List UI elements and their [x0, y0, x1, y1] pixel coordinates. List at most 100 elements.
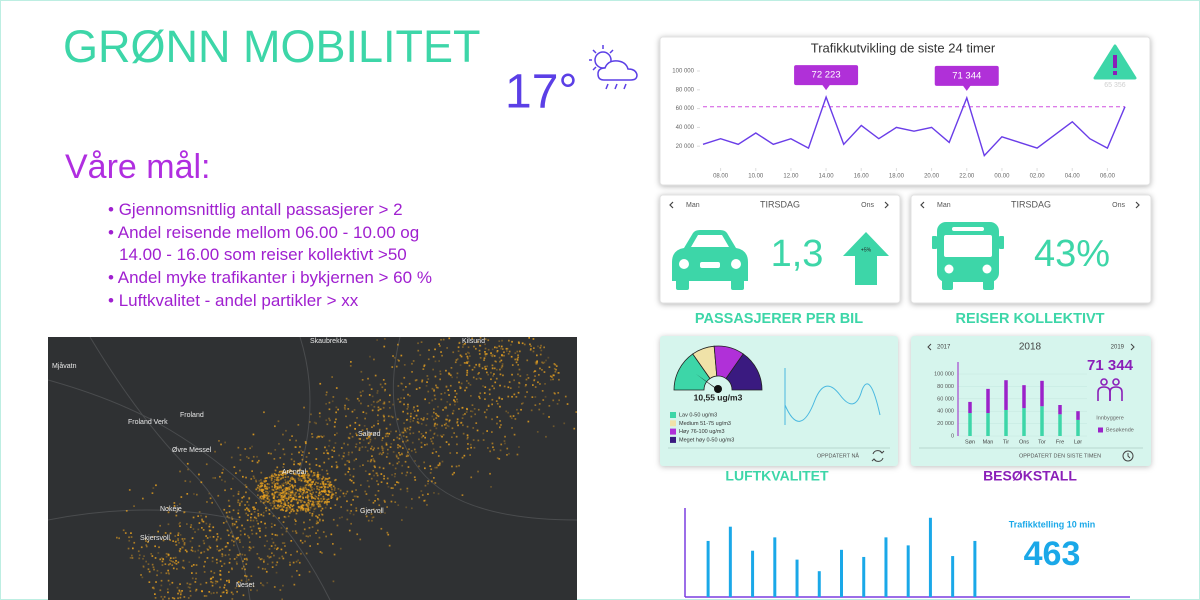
map-dot: [279, 589, 282, 591]
map-dot: [442, 434, 445, 436]
map-dot: [279, 492, 282, 494]
map-dot: [301, 493, 304, 496]
map-dot: [245, 486, 248, 488]
map-dot: [317, 502, 320, 505]
map-dot: [276, 504, 279, 506]
map-dot: [116, 536, 118, 539]
map-dot: [406, 490, 409, 493]
map-dot: [203, 550, 206, 553]
year: 2018: [1019, 342, 1042, 353]
map-dot: [454, 403, 456, 406]
map-dot: [416, 405, 419, 407]
map-dot: [342, 492, 345, 495]
map-dot: [280, 502, 283, 505]
map-dot: [249, 541, 251, 543]
map-dot: [216, 591, 218, 594]
map-dot: [470, 410, 472, 412]
map-dot: [179, 521, 181, 524]
map-dot: [189, 583, 192, 586]
map-dot: [387, 485, 390, 488]
map-dot: [200, 552, 202, 554]
map-dot: [526, 391, 528, 393]
map-dot: [331, 449, 333, 452]
map-dot: [274, 499, 277, 502]
map-dot: [412, 419, 414, 422]
map-dot: [395, 455, 398, 458]
map-dot: [178, 590, 181, 593]
map-dot: [301, 454, 303, 456]
map-dot: [231, 524, 234, 527]
map-dot: [206, 548, 209, 550]
map-dot: [275, 564, 278, 566]
map-dot: [180, 496, 183, 498]
map-dot: [384, 388, 386, 391]
map-dot: [214, 580, 217, 583]
map-dot: [167, 553, 170, 556]
map-dot: [276, 466, 279, 469]
map-dot: [216, 548, 219, 551]
map-dot: [235, 537, 238, 540]
map-dot: [376, 392, 379, 394]
map-dot: [300, 479, 303, 482]
map-dot: [466, 407, 468, 410]
map-dot: [284, 476, 287, 478]
map-dot: [449, 384, 452, 387]
map-dot: [478, 377, 481, 380]
map-dot: [306, 481, 308, 484]
map-dot: [332, 485, 335, 488]
map-dot: [467, 382, 470, 385]
map-dot: [291, 489, 294, 492]
map-dot: [370, 458, 373, 461]
map-dot: [247, 509, 249, 511]
map-dot: [470, 415, 473, 418]
map-dot: [322, 482, 325, 485]
next-button[interactable]: [884, 201, 889, 209]
map-dot: [538, 403, 541, 405]
gauge-hub: [714, 385, 722, 393]
map-dot: [277, 504, 280, 506]
map-dot: [409, 426, 412, 429]
map-dot: [346, 426, 348, 429]
map-dot: [477, 439, 480, 442]
map-dot: [405, 506, 408, 509]
map-dot: [409, 432, 412, 435]
refresh-button[interactable]: [871, 450, 885, 462]
map-dot: [222, 522, 225, 524]
map-dot: [441, 460, 444, 463]
next-button[interactable]: [1135, 201, 1140, 209]
map-dot: [190, 549, 193, 551]
map-dot: [487, 348, 490, 351]
map-dot: [491, 442, 494, 445]
map-dot: [500, 366, 503, 369]
map-dot: [130, 532, 132, 534]
map-dot: [534, 370, 536, 372]
map-dot: [354, 421, 357, 424]
map-dot: [232, 495, 235, 497]
map-dot: [537, 381, 539, 384]
map-dot: [515, 361, 518, 364]
map-dot: [490, 352, 492, 354]
map-dot: [454, 361, 457, 364]
map-dot: [231, 522, 234, 525]
map-dot: [293, 463, 295, 466]
map-dot: [282, 484, 285, 487]
map-dot: [142, 566, 145, 568]
map-dot: [295, 532, 298, 534]
next-button[interactable]: [1130, 343, 1135, 351]
prev-button[interactable]: [927, 343, 932, 351]
prev-button[interactable]: [669, 201, 674, 209]
map-dot: [269, 502, 271, 505]
map-dot: [296, 508, 298, 511]
map-dot: [291, 476, 293, 479]
map-dot: [388, 544, 391, 547]
map-dot: [274, 484, 276, 487]
value-label: 72 223: [812, 70, 841, 81]
map-dot: [348, 459, 350, 462]
prev-button[interactable]: [920, 201, 925, 209]
map-dot: [334, 434, 336, 436]
map-dot: [506, 347, 509, 350]
map-dot: [489, 450, 491, 453]
map-dot: [352, 468, 355, 470]
map-dot: [524, 395, 527, 398]
